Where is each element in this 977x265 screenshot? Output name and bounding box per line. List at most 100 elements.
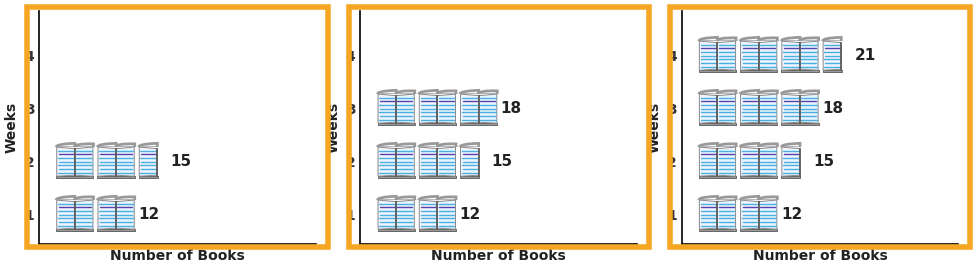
Polygon shape (459, 123, 496, 125)
Polygon shape (98, 176, 135, 178)
Polygon shape (419, 94, 437, 123)
Polygon shape (139, 146, 157, 147)
Polygon shape (377, 93, 414, 94)
Polygon shape (418, 93, 455, 94)
Polygon shape (758, 94, 776, 123)
Polygon shape (740, 146, 777, 147)
Polygon shape (740, 40, 777, 41)
Polygon shape (377, 176, 414, 178)
Text: 18: 18 (500, 101, 522, 116)
Polygon shape (478, 94, 496, 123)
Polygon shape (116, 200, 134, 229)
Polygon shape (699, 40, 736, 41)
Polygon shape (378, 94, 396, 123)
Polygon shape (56, 176, 94, 178)
Polygon shape (459, 93, 496, 94)
Polygon shape (781, 70, 818, 72)
Polygon shape (699, 41, 717, 70)
Polygon shape (459, 146, 479, 147)
Polygon shape (98, 199, 135, 200)
Polygon shape (75, 200, 93, 229)
Text: 12: 12 (138, 207, 159, 222)
Polygon shape (823, 41, 840, 70)
Polygon shape (740, 123, 777, 125)
Polygon shape (781, 94, 799, 123)
Polygon shape (717, 200, 735, 229)
Polygon shape (740, 70, 777, 72)
Y-axis label: Weeks: Weeks (647, 102, 660, 153)
Text: 21: 21 (854, 48, 874, 63)
Text: 15: 15 (812, 154, 833, 169)
X-axis label: Number of Books: Number of Books (752, 249, 886, 263)
Polygon shape (396, 94, 414, 123)
Polygon shape (56, 199, 94, 200)
Polygon shape (396, 147, 414, 176)
Polygon shape (377, 146, 414, 147)
Polygon shape (699, 94, 717, 123)
X-axis label: Number of Books: Number of Books (110, 249, 244, 263)
Polygon shape (98, 147, 116, 176)
Polygon shape (740, 94, 758, 123)
Polygon shape (758, 200, 776, 229)
Polygon shape (98, 200, 116, 229)
Polygon shape (699, 200, 717, 229)
Polygon shape (57, 200, 75, 229)
Polygon shape (378, 200, 396, 229)
Polygon shape (699, 123, 736, 125)
Polygon shape (717, 41, 735, 70)
Polygon shape (699, 176, 736, 178)
Polygon shape (437, 200, 455, 229)
Text: 12: 12 (780, 207, 801, 222)
Polygon shape (116, 147, 134, 176)
Polygon shape (57, 147, 75, 176)
Polygon shape (699, 146, 736, 147)
Polygon shape (740, 147, 758, 176)
Polygon shape (781, 41, 799, 70)
Polygon shape (139, 147, 157, 176)
Polygon shape (699, 229, 736, 231)
Polygon shape (717, 147, 735, 176)
Polygon shape (758, 147, 776, 176)
Polygon shape (758, 41, 776, 70)
Polygon shape (377, 199, 414, 200)
Polygon shape (377, 123, 414, 125)
Polygon shape (740, 229, 777, 231)
Polygon shape (699, 199, 736, 200)
Text: 12: 12 (459, 207, 481, 222)
Polygon shape (699, 93, 736, 94)
Polygon shape (740, 199, 777, 200)
Text: 15: 15 (170, 154, 191, 169)
Polygon shape (418, 176, 455, 178)
Polygon shape (740, 176, 777, 178)
Polygon shape (98, 146, 135, 147)
Polygon shape (781, 123, 818, 125)
Text: 18: 18 (822, 101, 842, 116)
Polygon shape (98, 229, 135, 231)
Polygon shape (699, 147, 717, 176)
Polygon shape (799, 41, 817, 70)
Polygon shape (459, 176, 479, 178)
Polygon shape (396, 200, 414, 229)
Polygon shape (377, 229, 414, 231)
Polygon shape (740, 41, 758, 70)
Polygon shape (781, 146, 799, 147)
Polygon shape (378, 147, 396, 176)
Polygon shape (75, 147, 93, 176)
Polygon shape (781, 93, 818, 94)
Polygon shape (460, 94, 478, 123)
Polygon shape (699, 70, 736, 72)
Polygon shape (418, 123, 455, 125)
Y-axis label: Weeks: Weeks (5, 102, 19, 153)
Polygon shape (781, 176, 799, 178)
Y-axis label: Weeks: Weeks (326, 102, 340, 153)
Polygon shape (56, 229, 94, 231)
Polygon shape (799, 94, 817, 123)
Text: 15: 15 (491, 154, 512, 169)
Polygon shape (139, 176, 157, 178)
Polygon shape (822, 40, 841, 41)
Polygon shape (740, 93, 777, 94)
Polygon shape (781, 40, 818, 41)
X-axis label: Number of Books: Number of Books (431, 249, 566, 263)
Polygon shape (418, 199, 455, 200)
Polygon shape (822, 70, 841, 72)
